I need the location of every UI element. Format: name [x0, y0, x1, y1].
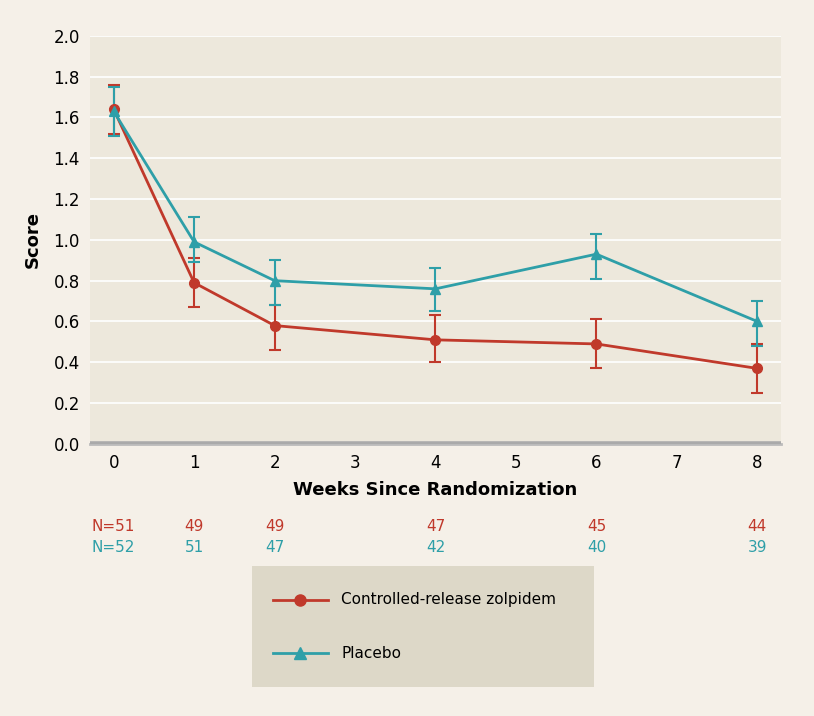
Y-axis label: Score: Score	[24, 211, 42, 268]
Text: N=51: N=51	[92, 519, 135, 533]
Text: Placebo: Placebo	[341, 646, 401, 661]
Text: 51: 51	[185, 541, 204, 555]
Text: 49: 49	[185, 519, 204, 533]
Text: 45: 45	[587, 519, 606, 533]
Text: 44: 44	[748, 519, 767, 533]
Text: Controlled-release zolpidem: Controlled-release zolpidem	[341, 592, 556, 607]
Text: 47: 47	[426, 519, 445, 533]
Text: 49: 49	[265, 519, 284, 533]
Text: Weeks Since Randomization: Weeks Since Randomization	[293, 481, 578, 500]
Text: 42: 42	[426, 541, 445, 555]
Text: 47: 47	[265, 541, 284, 555]
Text: 40: 40	[587, 541, 606, 555]
Text: 39: 39	[747, 541, 767, 555]
Text: N=52: N=52	[92, 541, 135, 555]
